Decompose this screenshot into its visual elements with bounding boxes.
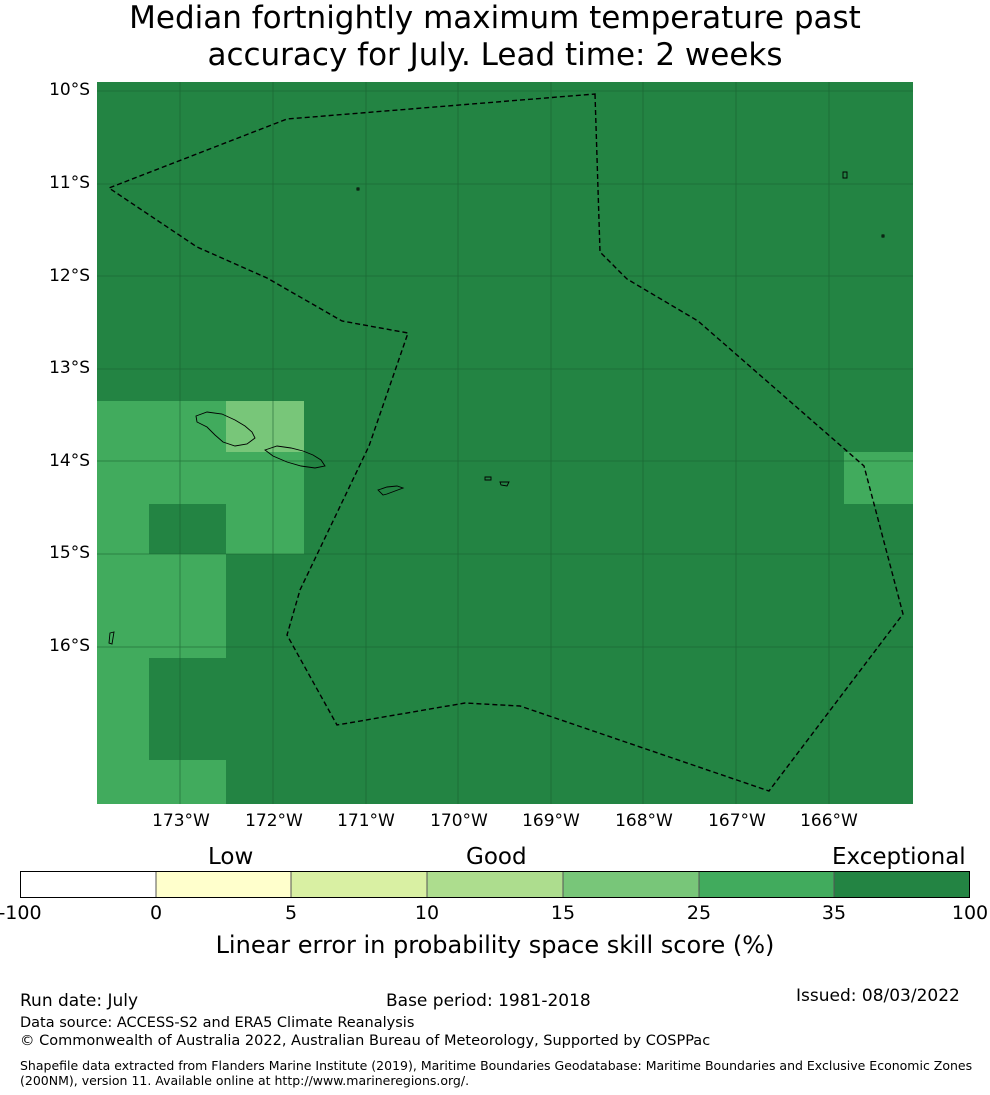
map-cell-15-25	[226, 401, 304, 452]
colorbar-swatch-35-100	[834, 871, 970, 898]
lat-label-15s: 15°S	[49, 543, 90, 563]
island-small-1	[356, 187, 360, 191]
map-cell	[226, 504, 304, 554]
base-period: Base period: 1981-2018	[386, 991, 591, 1011]
shapefile-credit: Shapefile data extracted from Flanders M…	[20, 1058, 973, 1088]
data-source: Data source: ACCESS-S2 and ERA5 Climate …	[20, 1015, 415, 1031]
map-svg	[97, 82, 913, 804]
chart-title: Median fortnightly maximum temperature p…	[0, 0, 990, 74]
colorbar-tick: 15	[550, 902, 576, 924]
lon-label-168w: 168°W	[615, 811, 673, 831]
colorbar-swatch-15-25	[563, 871, 699, 898]
run-date: Run date: July	[20, 991, 139, 1011]
lon-label-170w: 170°W	[430, 811, 488, 831]
colorbar-category-exceptional: Exceptional	[832, 844, 966, 870]
eez-boundary	[107, 93, 904, 792]
island-savaii	[195, 411, 256, 447]
lon-label-166w: 166°W	[800, 811, 858, 831]
colorbar-tick: 100	[951, 902, 989, 924]
lon-label-167w: 167°W	[708, 811, 766, 831]
island-swains	[842, 171, 848, 179]
map-cell	[844, 452, 913, 504]
colorbar-frame	[20, 871, 970, 898]
title-line-1: Median fortnightly maximum temperature p…	[129, 0, 861, 36]
colorbar-tick: 25	[686, 902, 712, 924]
lat-label-14s: 14°S	[49, 451, 90, 471]
map-cell	[97, 504, 149, 554]
lon-label-172w: 172°W	[245, 811, 303, 831]
colorbar-swatch-0-5	[156, 871, 291, 898]
island-upolu	[264, 445, 326, 469]
map-cell	[149, 760, 226, 804]
island-uvea	[108, 631, 115, 645]
colorbar-category-good: Good	[466, 844, 527, 870]
title-line-2: accuracy for July. Lead time: 2 weeks	[207, 37, 783, 73]
lat-label-11s: 11°S	[49, 173, 90, 193]
island-tutuila	[377, 485, 405, 496]
copyright: © Commonwealth of Australia 2022, Austra…	[20, 1033, 711, 1049]
island-small-2	[881, 234, 885, 238]
map-cell	[97, 554, 226, 658]
colorbar-tick: 5	[284, 902, 298, 924]
lat-label-13s: 13°S	[49, 358, 90, 378]
colorbar-label: Linear error in probability space skill …	[215, 931, 775, 959]
islands	[108, 171, 885, 645]
colorbar	[20, 871, 970, 898]
lat-label-10s: 10°S	[49, 80, 90, 100]
colorbar-swatch-25-35	[699, 871, 834, 898]
colorbar-swatch-5-10	[291, 871, 427, 898]
island-manua-b	[499, 481, 510, 487]
lon-label-169w: 169°W	[522, 811, 580, 831]
colorbar-tick: 10	[414, 902, 440, 924]
colorbar-swatch-10-15	[427, 871, 563, 898]
colorbar-svg	[20, 871, 970, 898]
map-cell	[97, 658, 149, 804]
colorbar-tick: -100	[0, 902, 42, 924]
lon-label-171w: 171°W	[337, 811, 395, 831]
colorbar-swatch-neg100-0	[20, 871, 156, 898]
colorbar-category-low: Low	[208, 844, 254, 870]
skill-map	[97, 82, 913, 804]
issued-date: Issued: 08/03/2022	[796, 986, 960, 1006]
lon-label-173w: 173°W	[152, 811, 210, 831]
colorbar-tick: 0	[149, 902, 163, 924]
island-manua-a	[484, 476, 492, 481]
lat-label-12s: 12°S	[49, 266, 90, 286]
colorbar-tick: 35	[821, 902, 847, 924]
lat-label-16s: 16°S	[49, 636, 90, 656]
map-gridlines	[97, 82, 913, 804]
